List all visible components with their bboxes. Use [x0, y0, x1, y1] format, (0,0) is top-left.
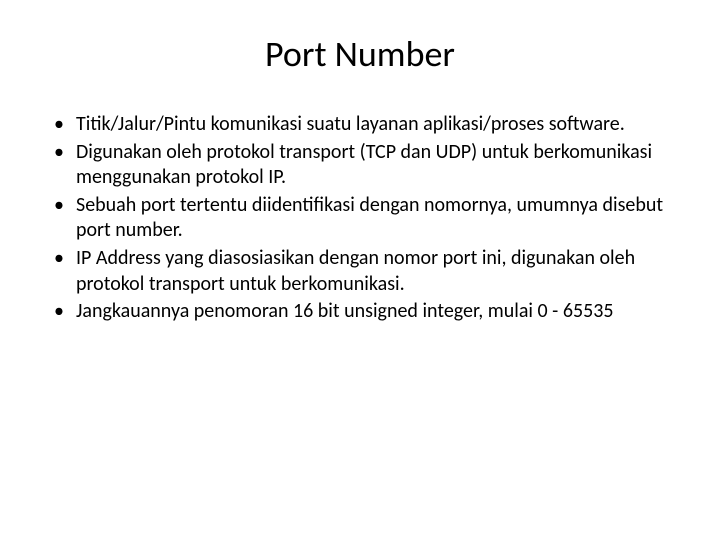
list-item: IP Address yang diasosiasikan dengan nom… [48, 246, 672, 297]
list-item: Jangkauannya penomoran 16 bit unsigned i… [48, 299, 672, 325]
list-item: Digunakan oleh protokol transport (TCP d… [48, 140, 672, 191]
list-item: Sebuah port tertentu diidentifikasi deng… [48, 193, 672, 244]
list-item: Titik/Jalur/Pintu komunikasi suatu layan… [48, 112, 672, 138]
slide-title: Port Number [48, 32, 672, 76]
bullet-list: Titik/Jalur/Pintu komunikasi suatu layan… [48, 112, 672, 325]
slide-container: Port Number Titik/Jalur/Pintu komunikasi… [0, 0, 720, 540]
